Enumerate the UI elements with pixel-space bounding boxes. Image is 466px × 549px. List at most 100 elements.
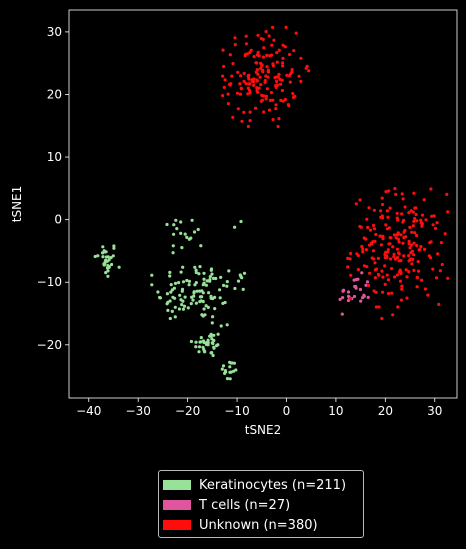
data-point-keratinocytes [219, 275, 223, 279]
data-point-keratinocytes [182, 304, 187, 308]
data-point-unknown [437, 302, 441, 306]
data-point-unknown [255, 68, 259, 72]
data-point-t-cells [359, 299, 363, 303]
data-point-unknown [230, 74, 234, 78]
data-point-unknown [394, 236, 398, 240]
data-point-t-cells [346, 290, 351, 294]
data-point-keratinocytes [210, 321, 214, 325]
data-point-unknown [274, 84, 278, 88]
data-point-unknown [371, 223, 376, 227]
data-point-unknown [358, 198, 362, 202]
data-point-unknown [380, 316, 384, 321]
data-point-unknown [412, 253, 416, 257]
data-point-unknown [381, 275, 385, 279]
data-point-keratinocytes [204, 304, 208, 308]
data-point-unknown [396, 305, 400, 309]
data-point-unknown [385, 209, 389, 213]
data-point-unknown [391, 245, 395, 249]
data-point-keratinocytes [174, 218, 178, 222]
data-point-unknown [267, 108, 272, 112]
data-point-unknown [380, 216, 385, 220]
data-point-unknown [275, 51, 279, 55]
data-point-unknown [389, 236, 393, 240]
data-point-keratinocytes [112, 244, 116, 248]
legend-swatch-t-cells [163, 500, 191, 510]
data-point-unknown [246, 92, 250, 96]
data-point-unknown [307, 69, 311, 73]
data-point-keratinocytes [181, 265, 185, 269]
data-point-keratinocytes [197, 350, 201, 354]
data-point-keratinocytes [202, 277, 206, 281]
data-point-keratinocytes [206, 338, 210, 342]
data-point-unknown [373, 276, 377, 280]
data-point-unknown [275, 60, 279, 64]
data-point-unknown [374, 232, 378, 237]
data-point-unknown [428, 241, 432, 245]
data-point-t-cells [364, 283, 368, 287]
data-point-unknown [390, 267, 394, 271]
data-point-keratinocytes [239, 274, 243, 279]
data-point-unknown [246, 74, 250, 78]
data-point-keratinocytes [232, 369, 236, 373]
data-point-unknown [281, 61, 285, 65]
data-point-unknown [387, 189, 391, 193]
data-point-unknown [402, 218, 406, 222]
data-point-keratinocytes [195, 289, 199, 293]
data-point-unknown [297, 74, 301, 78]
data-point-unknown [259, 83, 263, 87]
data-point-unknown [399, 298, 403, 302]
data-point-keratinocytes [175, 227, 179, 231]
data-point-keratinocytes [179, 298, 183, 302]
data-point-unknown [348, 257, 352, 261]
data-point-unknown [374, 305, 378, 309]
data-point-unknown [429, 256, 433, 260]
data-point-unknown [283, 97, 287, 102]
data-point-unknown [399, 259, 403, 263]
data-point-unknown [254, 106, 258, 110]
data-point-unknown [264, 30, 268, 34]
data-point-keratinocytes [242, 271, 247, 275]
data-point-t-cells [365, 280, 370, 284]
data-point-unknown [244, 82, 248, 86]
data-point-unknown [227, 82, 232, 86]
data-point-unknown [252, 55, 256, 59]
data-point-keratinocytes [236, 279, 241, 283]
data-point-keratinocytes [173, 281, 178, 285]
legend-item-keratinocytes: Keratinocytes (n=211) [163, 475, 363, 495]
data-point-keratinocytes [194, 281, 198, 285]
data-point-unknown [287, 74, 291, 78]
data-point-unknown [393, 187, 397, 191]
data-point-unknown [433, 226, 438, 230]
data-point-unknown [412, 191, 416, 195]
data-point-unknown [247, 82, 251, 86]
data-point-unknown [390, 291, 394, 295]
data-point-unknown [415, 233, 419, 238]
data-point-unknown [281, 56, 285, 61]
data-point-keratinocytes [186, 306, 190, 310]
data-point-keratinocytes [189, 302, 193, 306]
data-point-unknown [419, 245, 423, 249]
data-point-t-cells [341, 296, 345, 300]
data-point-unknown [226, 102, 230, 106]
data-point-unknown [423, 247, 427, 251]
data-point-unknown [221, 94, 225, 98]
data-point-keratinocytes [181, 307, 185, 311]
data-point-unknown [274, 107, 278, 111]
legend-swatch-unknown [163, 520, 191, 530]
data-point-keratinocytes [201, 339, 206, 343]
data-point-unknown [291, 92, 295, 96]
data-point-unknown [426, 293, 430, 297]
data-point-unknown [256, 33, 260, 37]
data-point-unknown [261, 70, 265, 74]
data-point-t-cells [360, 271, 364, 275]
data-point-unknown [349, 251, 353, 256]
data-point-unknown [395, 273, 399, 277]
data-point-keratinocytes [225, 280, 229, 284]
data-point-keratinocytes [107, 258, 111, 262]
data-point-keratinocytes [225, 323, 229, 327]
data-point-keratinocytes [202, 349, 206, 353]
data-point-unknown [371, 249, 376, 253]
data-point-keratinocytes [199, 340, 203, 344]
data-point-unknown [374, 267, 379, 271]
